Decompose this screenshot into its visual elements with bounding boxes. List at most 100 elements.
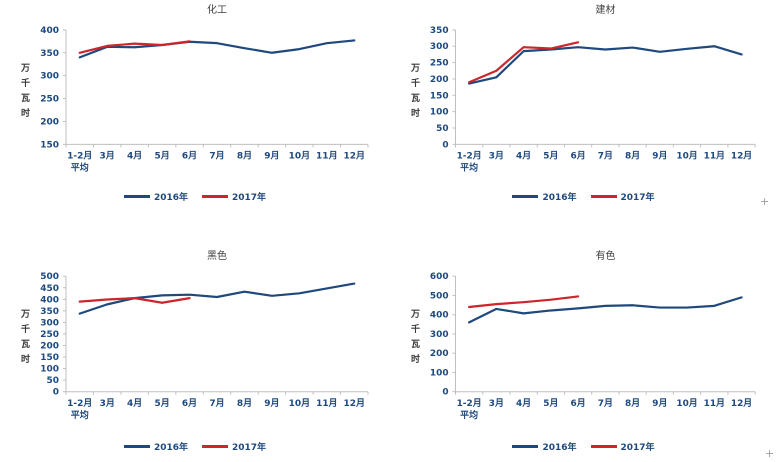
series-2016-line-swatch	[123, 195, 150, 198]
svg-text:3月: 3月	[489, 398, 504, 409]
legend-item-2017: 2017年	[202, 440, 266, 453]
svg-text:12月: 12月	[731, 398, 752, 409]
svg-text:5月: 5月	[154, 398, 169, 409]
y-axis-title: 万千瓦时	[20, 64, 30, 119]
series-2016-line-swatch	[512, 195, 539, 198]
svg-text:6月: 6月	[571, 398, 586, 409]
svg-text:11月: 11月	[316, 398, 337, 409]
series-2017-line-swatch	[202, 195, 228, 198]
svg-text:6月: 6月	[571, 150, 586, 161]
svg-text:250: 250	[40, 330, 59, 340]
svg-text:100: 100	[430, 368, 449, 378]
svg-text:7月: 7月	[209, 150, 224, 161]
svg-text:300: 300	[40, 318, 59, 328]
svg-text:200: 200	[430, 349, 449, 359]
svg-text:50: 50	[46, 376, 59, 386]
svg-text:400: 400	[40, 26, 59, 36]
svg-text:400: 400	[430, 311, 449, 321]
svg-text:6月: 6月	[182, 398, 197, 409]
svg-text:5月: 5月	[154, 150, 169, 161]
svg-text:5月: 5月	[543, 398, 558, 409]
svg-text:8月: 8月	[625, 398, 640, 409]
svg-text:300: 300	[430, 330, 449, 340]
svg-text:300: 300	[40, 72, 59, 82]
chart-legend: 2016年 2017年	[390, 190, 777, 203]
svg-text:3月: 3月	[100, 398, 115, 409]
legend-label-2016: 2016年	[542, 193, 577, 203]
svg-text:200: 200	[40, 117, 59, 127]
svg-text:4月: 4月	[516, 398, 531, 409]
y-axis-title: 万千瓦时	[410, 310, 420, 365]
svg-text:100: 100	[430, 108, 449, 118]
legend-item-2017: 2017年	[590, 440, 655, 453]
svg-text:150: 150	[430, 91, 449, 101]
svg-text:1-2月: 1-2月	[67, 150, 92, 161]
legend-label-2017: 2017年	[620, 193, 655, 203]
svg-text:3月: 3月	[489, 150, 504, 161]
svg-text:8月: 8月	[625, 150, 640, 161]
svg-text:平均: 平均	[71, 409, 89, 421]
series-2016-line-swatch	[512, 445, 539, 448]
svg-text:4月: 4月	[516, 150, 531, 161]
chart-cell-chemicals: 化工 万千瓦时 150 200 250 300 350 400 1-2月 平均 3月 4月 5月 6月…	[0, 0, 390, 230]
svg-text:9月: 9月	[652, 398, 667, 409]
chart-title: 黑色	[207, 251, 227, 262]
stray-plus-marker-1: +	[760, 195, 770, 208]
series-2017-line-swatch	[202, 445, 228, 448]
legend-label-2016: 2016年	[153, 193, 188, 203]
svg-text:7月: 7月	[209, 398, 224, 409]
svg-text:600: 600	[430, 272, 449, 282]
svg-text:1-2月: 1-2月	[457, 398, 482, 409]
svg-text:11月: 11月	[316, 150, 337, 161]
chart-title: 建材	[595, 5, 616, 16]
legend-item-2016: 2016年	[123, 440, 188, 453]
svg-text:350: 350	[430, 26, 449, 36]
svg-text:100: 100	[40, 365, 59, 375]
svg-text:9月: 9月	[264, 398, 279, 409]
svg-text:4月: 4月	[127, 150, 142, 161]
svg-text:0: 0	[442, 388, 448, 398]
y-axis-title: 万千瓦时	[410, 64, 420, 119]
legend-label-2016: 2016年	[542, 443, 577, 453]
svg-text:10月: 10月	[676, 398, 697, 409]
svg-text:8月: 8月	[237, 398, 252, 409]
svg-text:450: 450	[40, 284, 59, 294]
svg-text:7月: 7月	[598, 150, 613, 161]
svg-text:3月: 3月	[100, 150, 115, 161]
svg-text:平均: 平均	[460, 161, 478, 173]
chart-cell-ferrous: 黑色 万千瓦时 0 50 100 150 200 250 300 350 400 450 500 1-…	[0, 230, 390, 462]
chart-legend: 2016年 2017年	[0, 440, 390, 453]
chart-title: 有色	[595, 251, 616, 262]
svg-text:500: 500	[430, 291, 449, 301]
svg-text:平均: 平均	[460, 409, 478, 421]
svg-text:0: 0	[53, 388, 59, 398]
stray-plus-marker-2: +	[765, 447, 775, 460]
chart-cell-nonferrous: 有色 万千瓦时 0 100 200 300 400 500 600 1-2月 平均 3月 4月 5月 6…	[390, 230, 777, 462]
legend-label-2017: 2017年	[620, 443, 655, 453]
svg-text:10月: 10月	[289, 398, 310, 409]
chart-legend: 2016年 2017年	[0, 190, 390, 203]
legend-label-2016: 2016年	[153, 443, 188, 453]
legend-item-2017: 2017年	[202, 190, 266, 203]
chart-legend: 2016年 2017年	[390, 440, 777, 453]
legend-item-2017: 2017年	[590, 190, 655, 203]
svg-text:250: 250	[40, 95, 59, 105]
svg-text:150: 150	[40, 140, 59, 150]
svg-text:1-2月: 1-2月	[67, 398, 92, 409]
series-2017-line-swatch	[590, 445, 617, 448]
svg-text:400: 400	[40, 295, 59, 305]
svg-text:350: 350	[40, 307, 59, 317]
svg-text:150: 150	[40, 353, 59, 363]
svg-text:平均: 平均	[71, 161, 89, 173]
svg-text:200: 200	[40, 341, 59, 351]
legend-item-2016: 2016年	[123, 190, 188, 203]
svg-text:250: 250	[430, 59, 449, 69]
chart-cell-building-materials: 建材 万千瓦时 0 50 100 150 200 250 300 350 1-2月 平均 3月 4月 5…	[390, 0, 777, 230]
svg-text:300: 300	[430, 42, 449, 52]
svg-text:1-2月: 1-2月	[457, 150, 482, 161]
svg-text:500: 500	[40, 272, 59, 282]
